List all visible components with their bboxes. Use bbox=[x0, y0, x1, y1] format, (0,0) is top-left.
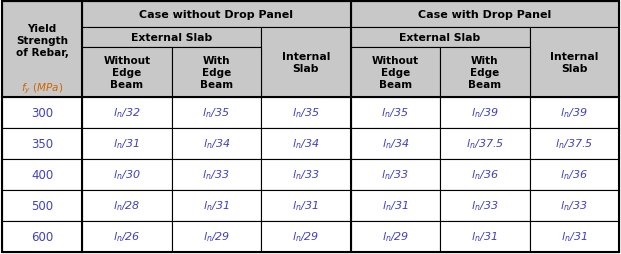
Text: $l_n$/33: $l_n$/33 bbox=[561, 199, 588, 213]
Bar bbox=[530, 98, 619, 129]
Bar bbox=[82, 28, 261, 48]
Bar bbox=[530, 28, 619, 98]
Bar bbox=[350, 28, 530, 48]
Bar bbox=[82, 48, 171, 98]
Text: 300: 300 bbox=[31, 107, 53, 120]
Text: $l_n$/32: $l_n$/32 bbox=[113, 106, 140, 120]
Bar bbox=[261, 28, 350, 98]
Text: $l_n$/31: $l_n$/31 bbox=[471, 230, 498, 243]
Bar bbox=[171, 129, 261, 159]
Text: $l_n$/31: $l_n$/31 bbox=[561, 230, 587, 243]
Bar bbox=[350, 98, 440, 129]
Text: 400: 400 bbox=[31, 168, 53, 181]
Text: $l_n$/29: $l_n$/29 bbox=[202, 230, 230, 243]
Text: Yield
Strength
of Rebar,: Yield Strength of Rebar, bbox=[16, 24, 68, 57]
Text: Internal
Slab: Internal Slab bbox=[281, 52, 330, 73]
Bar bbox=[350, 129, 440, 159]
Bar bbox=[261, 190, 350, 221]
Text: Without
Edge
Beam: Without Edge Beam bbox=[103, 56, 150, 89]
Text: Without
Edge
Beam: Without Edge Beam bbox=[372, 56, 419, 89]
Bar bbox=[350, 190, 440, 221]
Bar bbox=[440, 48, 530, 98]
Text: $l_n$/37.5: $l_n$/37.5 bbox=[466, 137, 504, 151]
Text: $l_n$/33: $l_n$/33 bbox=[292, 168, 320, 182]
Bar bbox=[2, 2, 82, 98]
Text: External Slab: External Slab bbox=[131, 33, 212, 43]
Text: Case without Drop Panel: Case without Drop Panel bbox=[139, 10, 293, 20]
Bar bbox=[171, 221, 261, 252]
Text: $l_n$/35: $l_n$/35 bbox=[381, 106, 409, 120]
Text: $f_y$ $(MPa)$: $f_y$ $(MPa)$ bbox=[21, 82, 63, 96]
Bar bbox=[350, 2, 619, 28]
Bar bbox=[530, 159, 619, 190]
Text: $l_n$/26: $l_n$/26 bbox=[113, 230, 140, 243]
Bar bbox=[261, 98, 350, 129]
Text: $l_n$/33: $l_n$/33 bbox=[471, 199, 499, 213]
Text: $l_n$/34: $l_n$/34 bbox=[381, 137, 409, 151]
Bar bbox=[440, 159, 530, 190]
Text: 600: 600 bbox=[31, 230, 53, 243]
Text: $l_n$/34: $l_n$/34 bbox=[202, 137, 230, 151]
Bar bbox=[171, 48, 261, 98]
Bar bbox=[530, 190, 619, 221]
Bar bbox=[82, 2, 350, 28]
Bar bbox=[82, 190, 171, 221]
Bar bbox=[350, 159, 440, 190]
Bar bbox=[2, 98, 82, 129]
Text: $l_n$/31: $l_n$/31 bbox=[114, 137, 140, 151]
Text: $l_n$/35: $l_n$/35 bbox=[202, 106, 230, 120]
Text: 500: 500 bbox=[31, 199, 53, 212]
Text: $l_n$/39: $l_n$/39 bbox=[561, 106, 588, 120]
Bar bbox=[530, 221, 619, 252]
Text: With
Edge
Beam: With Edge Beam bbox=[468, 56, 501, 89]
Bar bbox=[440, 129, 530, 159]
Text: $l_n$/39: $l_n$/39 bbox=[471, 106, 499, 120]
Bar bbox=[171, 98, 261, 129]
Bar bbox=[2, 129, 82, 159]
Text: $l_n$/31: $l_n$/31 bbox=[292, 199, 319, 213]
Text: $l_n$/28: $l_n$/28 bbox=[113, 199, 140, 213]
Text: $l_n$/29: $l_n$/29 bbox=[292, 230, 319, 243]
Text: Case with Drop Panel: Case with Drop Panel bbox=[418, 10, 551, 20]
Text: $l_n$/36: $l_n$/36 bbox=[560, 168, 588, 182]
Bar bbox=[350, 221, 440, 252]
Text: $l_n$/34: $l_n$/34 bbox=[292, 137, 319, 151]
Bar bbox=[440, 221, 530, 252]
Bar bbox=[350, 48, 440, 98]
Bar bbox=[82, 159, 171, 190]
Text: $l_n$/35: $l_n$/35 bbox=[292, 106, 320, 120]
Bar bbox=[82, 98, 171, 129]
Text: 350: 350 bbox=[31, 137, 53, 150]
Bar bbox=[82, 129, 171, 159]
Text: $l_n$/31: $l_n$/31 bbox=[203, 199, 230, 213]
Bar bbox=[440, 190, 530, 221]
Text: With
Edge
Beam: With Edge Beam bbox=[200, 56, 233, 89]
Bar bbox=[171, 190, 261, 221]
Bar bbox=[82, 221, 171, 252]
Bar bbox=[2, 221, 82, 252]
Text: $l_n$/31: $l_n$/31 bbox=[382, 199, 409, 213]
Bar bbox=[261, 221, 350, 252]
Bar bbox=[530, 129, 619, 159]
Bar bbox=[440, 98, 530, 129]
Text: External Slab: External Slab bbox=[399, 33, 481, 43]
Text: $l_n$/33: $l_n$/33 bbox=[202, 168, 230, 182]
Text: Internal
Slab: Internal Slab bbox=[550, 52, 599, 73]
Text: $l_n$/36: $l_n$/36 bbox=[471, 168, 499, 182]
Bar bbox=[261, 159, 350, 190]
Text: $l_n$/37.5: $l_n$/37.5 bbox=[555, 137, 594, 151]
Text: $l_n$/30: $l_n$/30 bbox=[113, 168, 140, 182]
Bar bbox=[2, 190, 82, 221]
Bar bbox=[261, 129, 350, 159]
Bar bbox=[171, 159, 261, 190]
Text: $l_n$/29: $l_n$/29 bbox=[382, 230, 409, 243]
Bar bbox=[2, 159, 82, 190]
Text: $l_n$/33: $l_n$/33 bbox=[381, 168, 409, 182]
